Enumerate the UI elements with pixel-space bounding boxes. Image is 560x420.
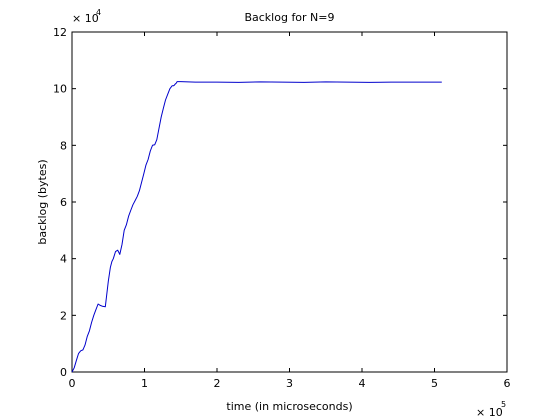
x-axis-label: time (in microseconds) <box>226 400 352 413</box>
x-tick-label: 4 <box>359 377 366 390</box>
x-tick-label: 3 <box>286 377 293 390</box>
y-tick-label: 0 <box>60 366 67 379</box>
y-tick-label: 4 <box>60 253 67 266</box>
y-tick-label: 6 <box>60 196 67 209</box>
y-tick-label: 12 <box>53 26 67 39</box>
x-axis-multiplier: × 10 5 <box>476 400 506 419</box>
x-multiplier-exponent: 5 <box>501 400 506 409</box>
y-multiplier-base: × 10 <box>72 12 99 25</box>
chart-title: Backlog for N=9 <box>244 11 334 24</box>
y-axis-multiplier: × 10 4 <box>72 8 101 25</box>
y-tick-label: 10 <box>53 83 67 96</box>
x-tick-label: 5 <box>431 377 438 390</box>
y-tick-label: 8 <box>60 139 67 152</box>
y-axis-label: backlog (bytes) <box>36 159 49 244</box>
axes-box <box>71 31 508 373</box>
y-tick-label: 2 <box>60 309 67 322</box>
series-layer <box>71 81 442 373</box>
x-tick-label: 2 <box>214 377 221 390</box>
x-tick-label: 1 <box>141 377 148 390</box>
series-line <box>71 81 442 373</box>
y-axis-ticks: 0 2 4 6 8 10 12 <box>53 26 507 379</box>
x-multiplier-base: × 10 <box>476 406 503 419</box>
x-tick-label: 0 <box>69 377 76 390</box>
x-axis-ticks: 0 1 2 3 4 5 6 <box>69 32 511 390</box>
x-tick-label: 6 <box>504 377 511 390</box>
y-multiplier-exponent: 4 <box>96 8 101 17</box>
